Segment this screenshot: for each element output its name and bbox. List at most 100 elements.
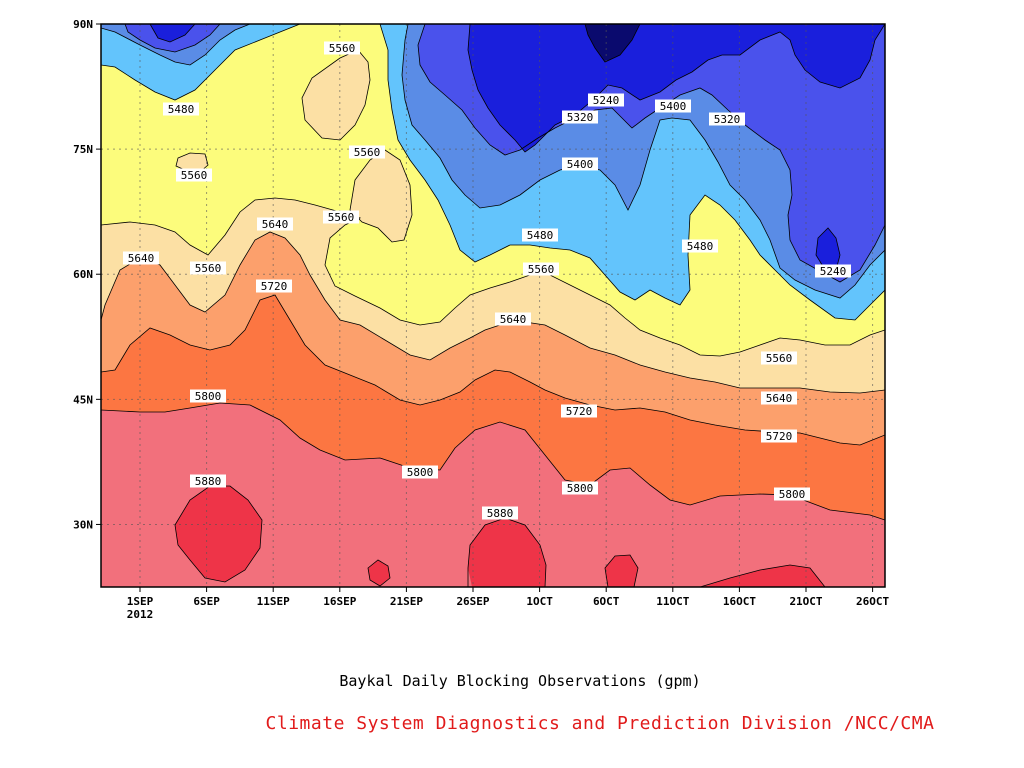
- contour-label: 5560: [329, 42, 356, 55]
- contour-label: 5800: [407, 466, 434, 479]
- contour-line: [101, 294, 885, 446]
- y-tick-label: 90N: [73, 18, 93, 31]
- contour-label: 5560: [354, 146, 381, 159]
- contour-label: 5560: [195, 262, 222, 275]
- y-tick-label: 75N: [73, 143, 93, 156]
- contour-label: 5480: [168, 103, 195, 116]
- band-below-5160: [585, 24, 640, 62]
- band-5160-5240: [150, 24, 195, 42]
- band-above-5880: [175, 486, 262, 582]
- x-tick-label: 26OCT: [856, 595, 889, 608]
- contour-label: 5720: [261, 280, 288, 293]
- x-tick-label: 11OCT: [656, 595, 689, 608]
- contour-label: 5640: [766, 392, 793, 405]
- contour-line: [101, 402, 885, 521]
- contour-label: 5880: [195, 475, 222, 488]
- contour-label: 5480: [687, 240, 714, 253]
- y-tick-label: 60N: [73, 268, 93, 281]
- contour-label: 5720: [566, 405, 593, 418]
- contour-labels: 5560 5480 5560 5560 5240 5320 5400 5320 5400 5640…: [123, 41, 851, 520]
- band-above-5880: [700, 565, 825, 587]
- contour-label-bg: [190, 474, 226, 488]
- contour-label-bg: [402, 465, 438, 479]
- contour-label: 5400: [567, 158, 594, 171]
- contour-label: 5240: [820, 265, 847, 278]
- contour-line: [101, 197, 885, 357]
- y-tick-label: 30N: [73, 518, 93, 531]
- contour-line: [401, 24, 885, 299]
- contour-line: [379, 24, 885, 321]
- band-5560-5640: [350, 150, 412, 242]
- x-tick-label: 26SEP: [456, 595, 489, 608]
- contour-label: 5480: [527, 229, 554, 242]
- contour-label: 5800: [567, 482, 594, 495]
- x-tick-label: 6OCT: [593, 595, 620, 608]
- y-axis: 90N 75N 60N 45N 30N: [73, 18, 101, 531]
- contour-label-bg: [323, 210, 359, 224]
- contour-label-bg: [522, 228, 558, 242]
- contour-label-bg: [761, 429, 797, 443]
- contour-label-bg: [163, 102, 199, 116]
- contour-label-bg: [123, 251, 159, 265]
- contour-label-bg: [324, 41, 360, 55]
- contour-lines: [101, 24, 885, 587]
- contour-line: [604, 554, 639, 587]
- x-tick-label: 6SEP: [193, 595, 220, 608]
- x-tick-sublabel: 2012: [127, 608, 154, 621]
- contour-fills: [101, 24, 885, 587]
- contour-label-bg: [682, 239, 718, 253]
- contour-label-bg: [256, 279, 292, 293]
- contour-line: [149, 24, 196, 43]
- contour-label-bg: [482, 506, 518, 520]
- contour-label-bg: [190, 261, 226, 275]
- contour-line: [124, 24, 221, 53]
- contour-label-bg: [774, 487, 810, 501]
- contour-line: [417, 24, 885, 283]
- contour-label-bg: [655, 99, 691, 113]
- band-above-5880: [605, 555, 638, 587]
- contour-label: 5560: [766, 352, 793, 365]
- plot-frame: [100, 23, 886, 588]
- contour-label-bg: [562, 110, 598, 124]
- contour-line: [815, 227, 841, 271]
- contour-label-bg: [761, 391, 797, 405]
- band-5560-5640: [302, 50, 370, 140]
- contour-label: 5880: [487, 507, 514, 520]
- contour-label-bg: [709, 112, 745, 126]
- credit-line: Climate System Diagnostics and Predictio…: [265, 713, 935, 734]
- contour-label: 5240: [593, 94, 620, 107]
- grid: [101, 24, 885, 587]
- contour-label: 5800: [195, 390, 222, 403]
- contour-label: 5320: [714, 113, 741, 126]
- x-tick-label: 16SEP: [323, 595, 356, 608]
- contour-label: 5560: [328, 211, 355, 224]
- contour-label-bg: [815, 264, 851, 278]
- contour-label-bg: [349, 145, 385, 159]
- contour-label: 5800: [779, 488, 806, 501]
- contour-label-bg: [561, 404, 597, 418]
- contour-line: [101, 24, 301, 101]
- contour-label: 5640: [128, 252, 155, 265]
- contour-line: [584, 24, 641, 63]
- contour-label-bg: [588, 93, 624, 107]
- contour-label: 5720: [766, 430, 793, 443]
- contour-label: 5560: [528, 263, 555, 276]
- band-5160-5240: [468, 24, 885, 152]
- contour-label-bg: [176, 168, 212, 182]
- contour-label-bg: [190, 389, 226, 403]
- x-tick-label: 1OCT: [526, 595, 553, 608]
- contour-label-bg: [495, 312, 531, 326]
- contour-line: [367, 559, 391, 587]
- contour-label-bg: [562, 157, 598, 171]
- contour-label: 5320: [567, 111, 594, 124]
- contour-label: 5560: [181, 169, 208, 182]
- contour-line: [101, 24, 251, 66]
- contour-label-bg: [761, 351, 797, 365]
- contour-label-bg: [257, 217, 293, 231]
- x-tick-label: 21SEP: [390, 595, 423, 608]
- band-5320-5400: [101, 24, 885, 298]
- band-5160-5240: [816, 228, 840, 270]
- contour-label-bg: [523, 262, 559, 276]
